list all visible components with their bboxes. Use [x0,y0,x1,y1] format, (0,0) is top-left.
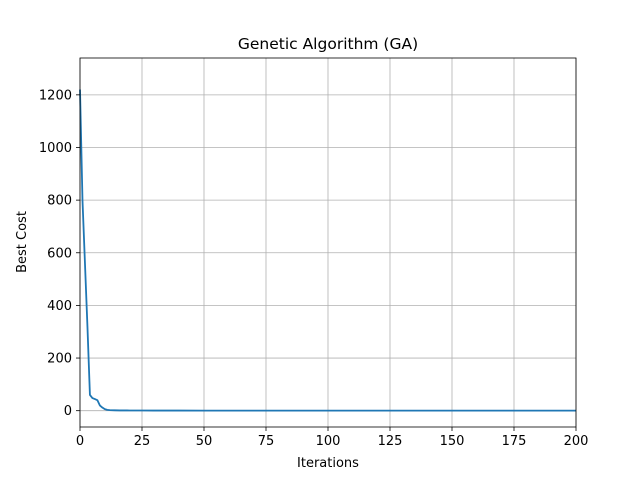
x-tick-label: 125 [378,434,403,449]
y-axis-label: Best Cost [15,211,30,273]
x-tick-label: 200 [564,434,589,449]
y-tick-label: 800 [47,194,72,209]
series-layer [79,89,576,412]
y-tick-label: 1000 [39,141,72,156]
y-tick-label: 200 [47,352,72,367]
series-line [79,89,576,412]
x-tick-label: 150 [440,434,465,449]
y-tick-label: 400 [47,299,72,314]
x-tick-label: 0 [76,434,84,449]
x-axis: 0 25 50 75 100 125 150 175 200 [76,427,589,449]
x-tick-label: 75 [258,434,275,449]
x-axis-label: Iterations [297,456,359,471]
chart-title: Genetic Algorithm (GA) [238,35,418,53]
y-axis: 0 200 400 600 800 1000 1200 [39,88,80,419]
x-tick-label: 50 [196,434,213,449]
y-tick-label: 1200 [39,88,72,103]
grid [79,58,577,427]
x-tick-label: 175 [502,434,527,449]
x-tick-label: 25 [134,434,151,449]
x-tick-label: 100 [316,434,341,449]
y-tick-label: 0 [64,404,72,419]
y-tick-label: 600 [47,246,72,261]
